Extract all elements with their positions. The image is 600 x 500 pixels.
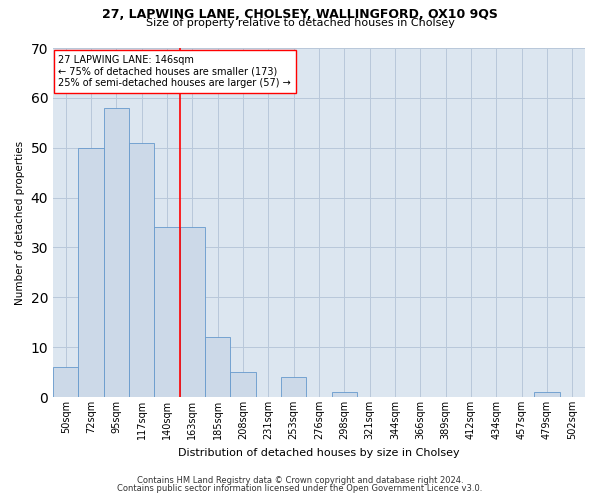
- Bar: [230, 372, 256, 397]
- Text: 27 LAPWING LANE: 146sqm
← 75% of detached houses are smaller (173)
25% of semi-d: 27 LAPWING LANE: 146sqm ← 75% of detache…: [58, 55, 291, 88]
- Bar: [332, 392, 357, 397]
- Text: 27, LAPWING LANE, CHOLSEY, WALLINGFORD, OX10 9QS: 27, LAPWING LANE, CHOLSEY, WALLINGFORD, …: [102, 8, 498, 20]
- Bar: [53, 367, 79, 397]
- X-axis label: Distribution of detached houses by size in Cholsey: Distribution of detached houses by size …: [178, 448, 460, 458]
- Text: Contains HM Land Registry data © Crown copyright and database right 2024.: Contains HM Land Registry data © Crown c…: [137, 476, 463, 485]
- Text: Contains public sector information licensed under the Open Government Licence v3: Contains public sector information licen…: [118, 484, 482, 493]
- Bar: [205, 337, 230, 397]
- Bar: [179, 228, 205, 397]
- Bar: [535, 392, 560, 397]
- Bar: [129, 142, 154, 397]
- Bar: [281, 377, 307, 397]
- Y-axis label: Number of detached properties: Number of detached properties: [15, 140, 25, 304]
- Bar: [79, 148, 104, 397]
- Bar: [104, 108, 129, 397]
- Bar: [154, 228, 179, 397]
- Text: Size of property relative to detached houses in Cholsey: Size of property relative to detached ho…: [146, 18, 454, 28]
